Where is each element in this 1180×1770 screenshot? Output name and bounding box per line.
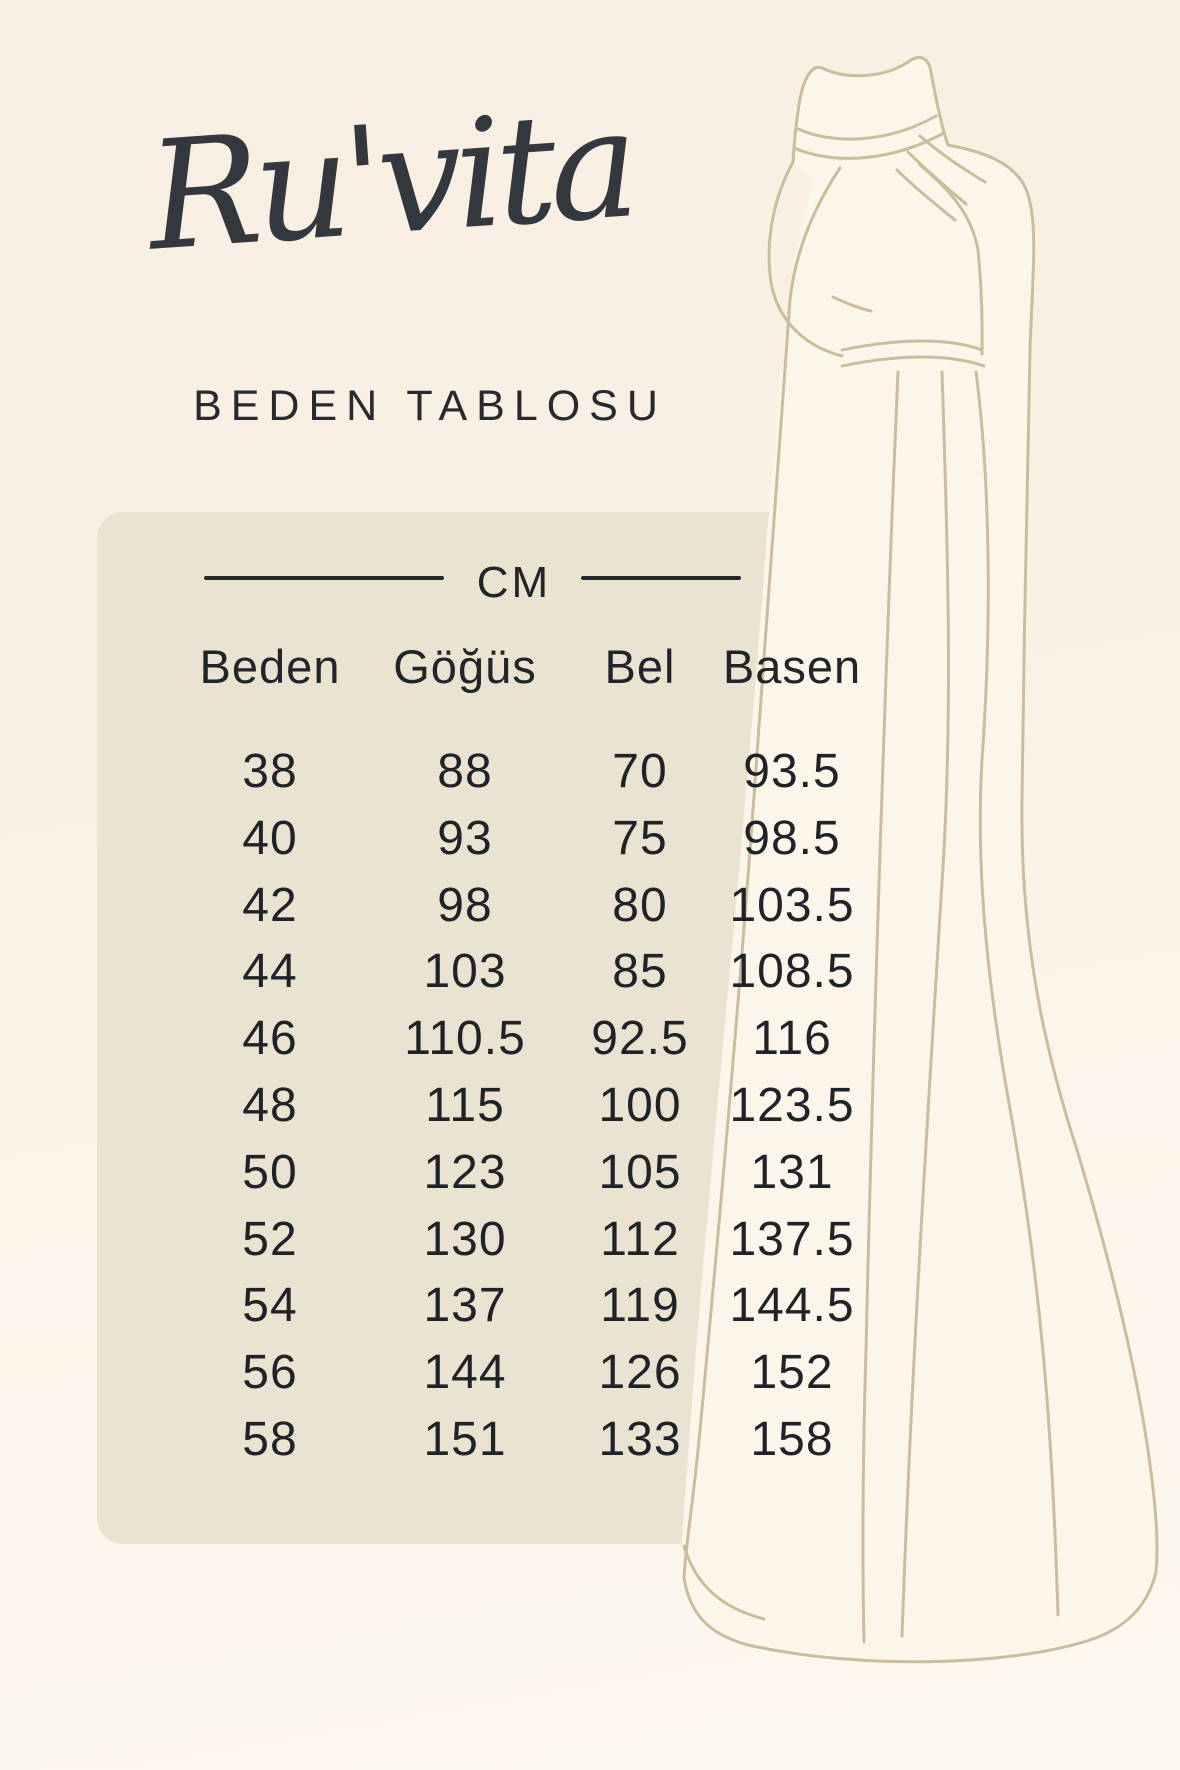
measurement-value: 144.5 — [729, 1279, 855, 1333]
column-header: Basen — [722, 640, 862, 693]
right-shoulder-and-skirt-edge — [946, 143, 1159, 1574]
left-body-and-skirt-edge — [682, 166, 842, 1580]
size-value: 46 — [242, 1012, 298, 1066]
size-value: 38 — [242, 745, 298, 798]
column-header: Göğüs — [393, 640, 537, 693]
measurement-value: 112 — [600, 1212, 680, 1266]
skirt-drape-left — [861, 370, 900, 1644]
measurement-value: 115 — [425, 1079, 505, 1132]
measurement-value: 93 — [437, 811, 493, 865]
measurement-value: 93.5 — [743, 745, 841, 798]
measurement-value: 103 — [423, 945, 507, 999]
measurement-value: 123 — [423, 1145, 507, 1199]
left-shoulder-line — [767, 160, 844, 358]
column-header: Bel — [604, 640, 676, 693]
measurement-value: 85 — [612, 945, 668, 999]
measurement-value: 151 — [423, 1413, 507, 1466]
measurement-value: 144 — [423, 1346, 507, 1400]
unit-rule-left — [204, 576, 444, 580]
skirt-drape-right — [974, 370, 1060, 1617]
measurement-value: 103.5 — [729, 878, 855, 932]
size-value: 50 — [242, 1145, 298, 1199]
size-value: 54 — [242, 1279, 298, 1333]
measurement-value: 98.5 — [743, 811, 841, 865]
measurement-value: 158 — [750, 1413, 834, 1466]
measurement-value: 110.5 — [404, 1012, 526, 1066]
measurement-value: 133 — [598, 1413, 682, 1466]
measurement-value: 116 — [752, 1012, 832, 1066]
measurement-value: 70 — [612, 745, 668, 798]
measurement-value: 131 — [750, 1145, 834, 1199]
measurement-value: 92.5 — [591, 1012, 689, 1066]
hem-fold-line — [682, 1544, 766, 1621]
right-side-seam — [918, 163, 984, 356]
size-value: 40 — [242, 811, 298, 865]
measurement-value: 105 — [598, 1145, 682, 1199]
measurement-value: 88 — [437, 745, 493, 798]
column-header: Beden — [199, 640, 341, 693]
size-value: 44 — [242, 945, 298, 999]
unit-rule-right — [581, 576, 741, 580]
measurement-value: 108.5 — [729, 945, 855, 999]
measurement-value: 126 — [598, 1346, 682, 1400]
measurement-value: 75 — [612, 811, 668, 865]
measurement-value: 80 — [612, 878, 668, 932]
size-value: 48 — [242, 1079, 298, 1132]
measurement-value: 152 — [750, 1346, 834, 1400]
measurement-value: 137.5 — [729, 1212, 855, 1266]
measurement-value: 119 — [600, 1279, 680, 1333]
size-value: 56 — [242, 1346, 298, 1400]
collar-outline — [791, 56, 950, 164]
skirt-drape-center — [900, 370, 950, 1638]
waistband-lines — [840, 339, 986, 368]
dress-fill — [680, 57, 1157, 1662]
collar-fold-lines — [792, 114, 944, 160]
hem-line — [682, 1570, 1158, 1664]
measurement-value: 137 — [423, 1279, 507, 1333]
size-value: 42 — [242, 878, 298, 932]
measurement-value: 123.5 — [729, 1079, 855, 1132]
brand-subtitle: BEDEN TABLOSU — [193, 382, 667, 430]
measurement-value: 100 — [598, 1079, 682, 1132]
measurement-value: 98 — [437, 878, 493, 932]
unit-label: CM — [476, 558, 552, 607]
size-value: 52 — [242, 1212, 298, 1266]
size-value: 58 — [242, 1413, 298, 1466]
measurement-value: 130 — [423, 1212, 507, 1266]
bust-dart-line — [831, 295, 873, 313]
